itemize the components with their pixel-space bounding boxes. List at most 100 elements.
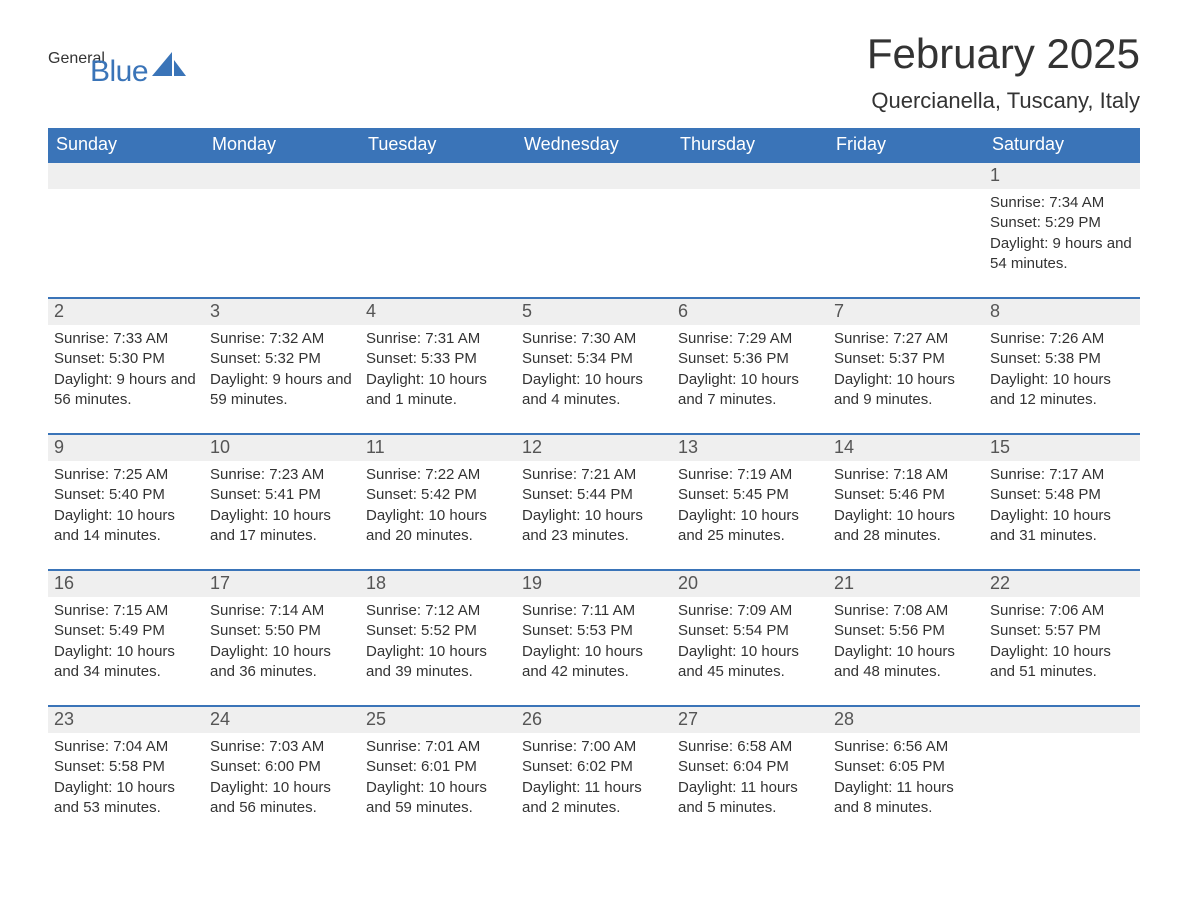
day-number: 27 — [672, 707, 828, 733]
day-cell: Sunrise: 6:56 AMSunset: 6:05 PMDaylight:… — [828, 733, 984, 823]
sunset-line: Sunset: 5:45 PM — [678, 485, 822, 505]
sunrise-line: Sunrise: 7:25 AM — [54, 465, 198, 485]
day-cell: Sunrise: 7:12 AMSunset: 5:52 PMDaylight:… — [360, 597, 516, 687]
day-cell: Sunrise: 7:30 AMSunset: 5:34 PMDaylight:… — [516, 325, 672, 415]
sunset-line: Sunset: 5:29 PM — [990, 213, 1134, 233]
calendar-week: 232425262728Sunrise: 7:04 AMSunset: 5:58… — [48, 705, 1140, 823]
day-cell: Sunrise: 7:14 AMSunset: 5:50 PMDaylight:… — [204, 597, 360, 687]
sunrise-line: Sunrise: 7:18 AM — [834, 465, 978, 485]
page-title: February 2025 — [867, 30, 1140, 78]
day-cell: Sunrise: 7:15 AMSunset: 5:49 PMDaylight:… — [48, 597, 204, 687]
sunset-line: Sunset: 5:40 PM — [54, 485, 198, 505]
sunset-line: Sunset: 5:58 PM — [54, 757, 198, 777]
day-cell: Sunrise: 7:29 AMSunset: 5:36 PMDaylight:… — [672, 325, 828, 415]
sunset-line: Sunset: 5:48 PM — [990, 485, 1134, 505]
day-number — [48, 163, 204, 189]
day-number: 10 — [204, 435, 360, 461]
day-cell — [204, 189, 360, 279]
day-number — [516, 163, 672, 189]
day-number: 16 — [48, 571, 204, 597]
day-number — [360, 163, 516, 189]
day-number: 15 — [984, 435, 1140, 461]
daylight-line: Daylight: 10 hours and 20 minutes. — [366, 506, 510, 547]
daylight-line: Daylight: 10 hours and 7 minutes. — [678, 370, 822, 411]
sunset-line: Sunset: 5:30 PM — [54, 349, 198, 369]
sunset-line: Sunset: 5:49 PM — [54, 621, 198, 641]
day-cell: Sunrise: 6:58 AMSunset: 6:04 PMDaylight:… — [672, 733, 828, 823]
calendar-week: 16171819202122Sunrise: 7:15 AMSunset: 5:… — [48, 569, 1140, 687]
day-number: 2 — [48, 299, 204, 325]
sunrise-line: Sunrise: 7:27 AM — [834, 329, 978, 349]
weekday-header-row: SundayMondayTuesdayWednesdayThursdayFrid… — [48, 128, 1140, 163]
day-cell — [984, 733, 1140, 823]
daynum-row: 232425262728 — [48, 707, 1140, 733]
daynum-row: 9101112131415 — [48, 435, 1140, 461]
day-cell: Sunrise: 7:31 AMSunset: 5:33 PMDaylight:… — [360, 325, 516, 415]
daylight-line: Daylight: 10 hours and 1 minute. — [366, 370, 510, 411]
day-number — [828, 163, 984, 189]
logo-sail-icon — [152, 52, 186, 85]
day-number: 17 — [204, 571, 360, 597]
day-cell: Sunrise: 7:08 AMSunset: 5:56 PMDaylight:… — [828, 597, 984, 687]
daylight-line: Daylight: 11 hours and 8 minutes. — [834, 778, 978, 819]
day-number: 12 — [516, 435, 672, 461]
daylight-line: Daylight: 10 hours and 39 minutes. — [366, 642, 510, 683]
daylight-line: Daylight: 10 hours and 45 minutes. — [678, 642, 822, 683]
daynum-row: 2345678 — [48, 299, 1140, 325]
day-cell: Sunrise: 7:11 AMSunset: 5:53 PMDaylight:… — [516, 597, 672, 687]
day-cell — [360, 189, 516, 279]
weekday-header: Wednesday — [516, 128, 672, 163]
weekday-header: Tuesday — [360, 128, 516, 163]
sunrise-line: Sunrise: 6:58 AM — [678, 737, 822, 757]
day-number: 1 — [984, 163, 1140, 189]
day-cell: Sunrise: 7:22 AMSunset: 5:42 PMDaylight:… — [360, 461, 516, 551]
sunrise-line: Sunrise: 7:06 AM — [990, 601, 1134, 621]
daylight-line: Daylight: 10 hours and 14 minutes. — [54, 506, 198, 547]
sunrise-line: Sunrise: 7:14 AM — [210, 601, 354, 621]
day-cell: Sunrise: 7:26 AMSunset: 5:38 PMDaylight:… — [984, 325, 1140, 415]
sunset-line: Sunset: 5:36 PM — [678, 349, 822, 369]
daylight-line: Daylight: 10 hours and 9 minutes. — [834, 370, 978, 411]
sunrise-line: Sunrise: 7:32 AM — [210, 329, 354, 349]
sunset-line: Sunset: 5:42 PM — [366, 485, 510, 505]
daylight-line: Daylight: 10 hours and 12 minutes. — [990, 370, 1134, 411]
day-number: 14 — [828, 435, 984, 461]
day-number: 26 — [516, 707, 672, 733]
sunset-line: Sunset: 5:56 PM — [834, 621, 978, 641]
daynum-row: 16171819202122 — [48, 571, 1140, 597]
sunrise-line: Sunrise: 7:08 AM — [834, 601, 978, 621]
daylight-line: Daylight: 10 hours and 34 minutes. — [54, 642, 198, 683]
day-cell: Sunrise: 7:17 AMSunset: 5:48 PMDaylight:… — [984, 461, 1140, 551]
sunrise-line: Sunrise: 7:01 AM — [366, 737, 510, 757]
day-number: 18 — [360, 571, 516, 597]
calendar-week: 1Sunrise: 7:34 AMSunset: 5:29 PMDaylight… — [48, 163, 1140, 279]
sunrise-line: Sunrise: 7:33 AM — [54, 329, 198, 349]
sunset-line: Sunset: 5:32 PM — [210, 349, 354, 369]
sunrise-line: Sunrise: 7:23 AM — [210, 465, 354, 485]
day-cell: Sunrise: 7:33 AMSunset: 5:30 PMDaylight:… — [48, 325, 204, 415]
sunset-line: Sunset: 6:01 PM — [366, 757, 510, 777]
day-cell: Sunrise: 7:00 AMSunset: 6:02 PMDaylight:… — [516, 733, 672, 823]
day-cell: Sunrise: 7:34 AMSunset: 5:29 PMDaylight:… — [984, 189, 1140, 279]
sunrise-line: Sunrise: 6:56 AM — [834, 737, 978, 757]
day-number: 11 — [360, 435, 516, 461]
day-number: 5 — [516, 299, 672, 325]
daylight-line: Daylight: 9 hours and 56 minutes. — [54, 370, 198, 411]
sunrise-line: Sunrise: 7:30 AM — [522, 329, 666, 349]
weekday-header: Thursday — [672, 128, 828, 163]
daylight-line: Daylight: 10 hours and 36 minutes. — [210, 642, 354, 683]
daynum-row: 1 — [48, 163, 1140, 189]
daylight-line: Daylight: 11 hours and 2 minutes. — [522, 778, 666, 819]
day-cell: Sunrise: 7:21 AMSunset: 5:44 PMDaylight:… — [516, 461, 672, 551]
sunset-line: Sunset: 5:46 PM — [834, 485, 978, 505]
day-cell — [672, 189, 828, 279]
day-number — [672, 163, 828, 189]
daylight-line: Daylight: 9 hours and 59 minutes. — [210, 370, 354, 411]
daylight-line: Daylight: 9 hours and 54 minutes. — [990, 234, 1134, 275]
logo: General Blue — [48, 30, 186, 85]
daylight-line: Daylight: 10 hours and 56 minutes. — [210, 778, 354, 819]
day-number: 9 — [48, 435, 204, 461]
weekday-header: Sunday — [48, 128, 204, 163]
day-cell: Sunrise: 7:01 AMSunset: 6:01 PMDaylight:… — [360, 733, 516, 823]
daylight-line: Daylight: 10 hours and 17 minutes. — [210, 506, 354, 547]
